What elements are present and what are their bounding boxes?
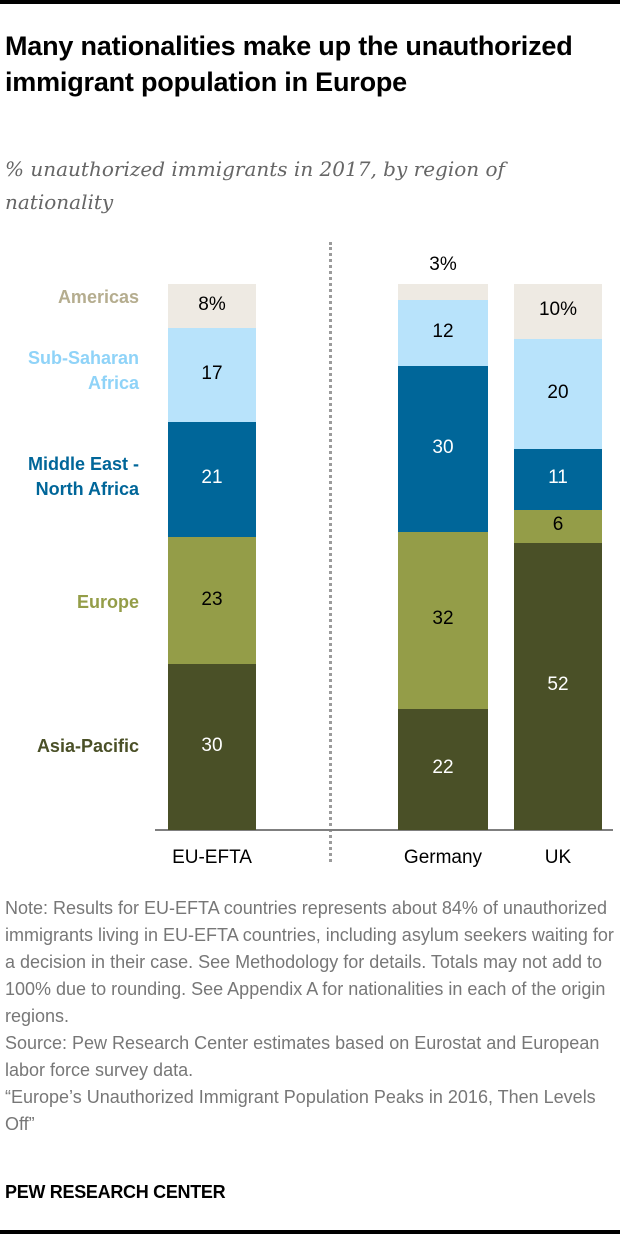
chart-notes: Note: Results for EU-EFTA countries repr… bbox=[5, 895, 615, 1138]
chart-title: Many nationalities make up the unauthori… bbox=[5, 31, 573, 97]
data-label-uk-asia-pacific: 52 bbox=[547, 674, 569, 696]
legend-americas: Americas bbox=[58, 285, 139, 310]
bar-uk-americas bbox=[514, 283, 602, 339]
data-label-eu-efta-middle-east-north-africa: 21 bbox=[201, 467, 223, 489]
group-divider bbox=[329, 242, 332, 862]
chart-subtitle: % unauthorized immigrants in 2017, by re… bbox=[5, 157, 505, 214]
legend-asia-pacific: Asia-Pacific bbox=[37, 734, 139, 759]
data-label-germany-middle-east-north-africa: 30 bbox=[432, 437, 454, 459]
legend-middle-east-north-africa: Middle East - North Africa bbox=[28, 452, 139, 502]
bar-uk-sub-saharan-africa bbox=[514, 338, 602, 450]
data-label-uk-europe: 6 bbox=[552, 514, 564, 536]
category-label-germany: Germany bbox=[403, 847, 483, 868]
data-label-germany-sub-saharan-africa: 12 bbox=[432, 321, 454, 343]
bar-eu-efta-sub-saharan-africa bbox=[168, 327, 256, 422]
note-text: Note: Results for EU-EFTA countries repr… bbox=[5, 898, 614, 1026]
data-label-germany-americas: 3% bbox=[429, 253, 457, 275]
bar-germany-europe bbox=[398, 531, 488, 709]
bar-germany-americas bbox=[398, 283, 488, 301]
bar-eu-efta-middle-east-north-africa bbox=[168, 421, 256, 538]
legend-sub-saharan-line2: Africa bbox=[87, 373, 139, 393]
data-label-germany-asia-pacific: 22 bbox=[432, 757, 454, 779]
data-label-uk-sub-saharan-africa: 20 bbox=[547, 381, 569, 403]
bar-uk-middle-east-north-africa bbox=[514, 449, 602, 510]
data-label-uk-middle-east-north-africa: 11 bbox=[548, 467, 568, 489]
data-label-eu-efta-sub-saharan-africa: 17 bbox=[201, 362, 223, 384]
legend-mena-line1: Middle East - bbox=[27, 454, 139, 474]
pew-logo-text: PEW RESEARCH CENTER bbox=[5, 1182, 226, 1202]
legend-sub-saharan-line1: Sub-Saharan bbox=[27, 348, 139, 368]
legend-europe-text: Europe bbox=[76, 592, 139, 612]
legend-mena-line2: North Africa bbox=[35, 479, 139, 499]
bar-uk-asia-pacific bbox=[514, 542, 602, 830]
source-text: Source: Pew Research Center estimates ba… bbox=[5, 1033, 600, 1080]
bar-germany-sub-saharan-africa bbox=[398, 300, 488, 367]
x-axis-baseline bbox=[155, 829, 613, 831]
category-label-uk: UK bbox=[544, 847, 572, 868]
bar-germany-middle-east-north-africa bbox=[398, 366, 488, 532]
bar-germany-asia-pacific bbox=[398, 708, 488, 830]
data-label-germany-europe: 32 bbox=[432, 608, 454, 630]
data-label-eu-efta-americas: 8% bbox=[198, 293, 226, 315]
bottom-rule bbox=[0, 1230, 620, 1234]
stacked-bar-chart: Americas Sub-Saharan Africa Middle East … bbox=[28, 242, 613, 868]
report-title: “Europe’s Unauthorized Immigrant Populat… bbox=[5, 1087, 596, 1134]
bar-uk-europe bbox=[514, 509, 602, 543]
data-label-eu-efta-europe: 23 bbox=[201, 588, 223, 610]
legend-americas-text: Americas bbox=[57, 287, 139, 307]
data-label-eu-efta-asia-pacific: 30 bbox=[201, 735, 223, 757]
top-rule bbox=[0, 0, 620, 4]
legend-asia-pacific-text: Asia-Pacific bbox=[36, 736, 139, 756]
data-label-uk-americas: 10% bbox=[538, 299, 578, 321]
category-label-eu-efta: EU-EFTA bbox=[172, 847, 252, 868]
bar-eu-efta-americas bbox=[168, 283, 256, 328]
bar-eu-efta-asia-pacific bbox=[168, 664, 256, 830]
bar-eu-efta-europe bbox=[168, 537, 256, 665]
legend-europe: Europe bbox=[77, 590, 139, 615]
legend-sub-saharan-africa: Sub-Saharan Africa bbox=[28, 346, 139, 396]
